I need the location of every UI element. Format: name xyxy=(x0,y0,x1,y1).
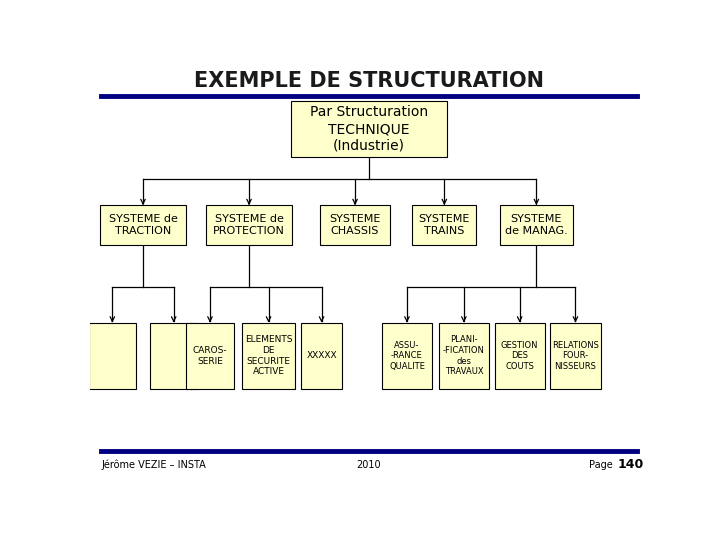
FancyBboxPatch shape xyxy=(500,205,572,245)
FancyBboxPatch shape xyxy=(186,322,234,389)
Text: RELATIONS
FOUR-
NISSEURS: RELATIONS FOUR- NISSEURS xyxy=(552,341,599,371)
Text: SYSTEME
TRAINS: SYSTEME TRAINS xyxy=(418,214,470,236)
FancyBboxPatch shape xyxy=(100,205,186,245)
FancyBboxPatch shape xyxy=(206,205,292,245)
FancyBboxPatch shape xyxy=(413,205,477,245)
FancyBboxPatch shape xyxy=(320,205,390,245)
FancyBboxPatch shape xyxy=(291,101,447,157)
Text: SYSTEME de
PROTECTION: SYSTEME de PROTECTION xyxy=(213,214,285,236)
FancyBboxPatch shape xyxy=(438,322,489,389)
Text: EXEMPLE DE STRUCTURATION: EXEMPLE DE STRUCTURATION xyxy=(194,71,544,91)
Text: Par Structuration
TECHNIQUE
(Industrie): Par Structuration TECHNIQUE (Industrie) xyxy=(310,105,428,153)
FancyBboxPatch shape xyxy=(382,322,432,389)
Text: SYSTEME de
TRACTION: SYSTEME de TRACTION xyxy=(109,214,177,236)
Text: GESTION
DES
COUTS: GESTION DES COUTS xyxy=(501,341,539,371)
Text: SYSTEME
de MANAG.: SYSTEME de MANAG. xyxy=(505,214,568,236)
FancyBboxPatch shape xyxy=(495,322,545,389)
Text: SYSTEME
CHASSIS: SYSTEME CHASSIS xyxy=(329,214,381,236)
FancyBboxPatch shape xyxy=(242,322,295,389)
Text: 140: 140 xyxy=(617,458,644,471)
FancyBboxPatch shape xyxy=(150,322,197,389)
Text: XXXXX: XXXXX xyxy=(306,352,337,360)
Text: CAROS-
SERIE: CAROS- SERIE xyxy=(193,346,228,366)
Text: Jérôme VEZIE – INSTA: Jérôme VEZIE – INSTA xyxy=(101,460,206,470)
Text: Page: Page xyxy=(590,460,616,470)
Text: 2010: 2010 xyxy=(356,460,382,470)
FancyBboxPatch shape xyxy=(89,322,136,389)
FancyBboxPatch shape xyxy=(301,322,343,389)
Text: ELEMENTS
DE
SECURITE
ACTIVE: ELEMENTS DE SECURITE ACTIVE xyxy=(245,335,292,376)
Text: PLANI-
-FICATION
des
TRAVAUX: PLANI- -FICATION des TRAVAUX xyxy=(443,335,485,376)
FancyBboxPatch shape xyxy=(550,322,600,389)
Text: ASSU-
-RANCE
QUALITE: ASSU- -RANCE QUALITE xyxy=(389,341,425,371)
